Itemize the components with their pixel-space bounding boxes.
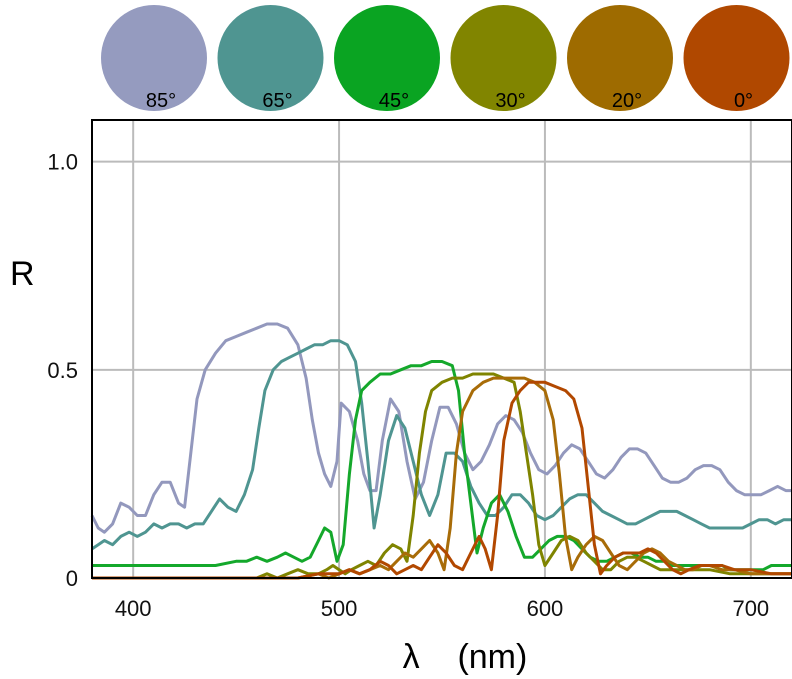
x-tick-label: 700 (732, 596, 769, 621)
series-line-5 (92, 380, 792, 580)
y-tick-label: 0.5 (47, 358, 78, 383)
y-tick-labels: 0 0.5 1.0 (47, 150, 78, 591)
angle-swatches: 85° 65° 45° 30° 20° 0° (101, 5, 790, 112)
swatch-label: 30° (495, 90, 525, 112)
series-line-1 (91, 339, 792, 551)
grid-lines (92, 120, 792, 579)
x-tick-label: 400 (115, 596, 152, 621)
swatch-label: 45° (379, 90, 409, 112)
y-tick-label: 0 (66, 566, 78, 591)
series-lines (90, 322, 792, 580)
x-tick-label: 500 (321, 596, 358, 621)
y-axis-label: R (10, 255, 35, 293)
swatch-4 (567, 5, 673, 111)
swatch-label: 0° (734, 90, 753, 112)
swatch-3 (450, 5, 557, 111)
plot-frame (91, 119, 792, 579)
swatch-1 (217, 5, 324, 111)
swatch-label: 65° (262, 90, 292, 112)
swatch-label: 20° (612, 90, 642, 112)
swatch-5 (683, 5, 790, 111)
x-tick-labels: 400 500 600 700 (115, 596, 769, 621)
swatch-0 (101, 5, 207, 111)
y-tick-label: 1.0 (47, 150, 78, 175)
x-axis-label: λ (nm) (403, 638, 528, 676)
swatch-2 (334, 5, 440, 111)
series-line-0 (90, 322, 792, 534)
x-tick-label: 600 (527, 596, 564, 621)
series-line-2 (92, 360, 792, 572)
swatch-label: 85° (146, 90, 176, 112)
